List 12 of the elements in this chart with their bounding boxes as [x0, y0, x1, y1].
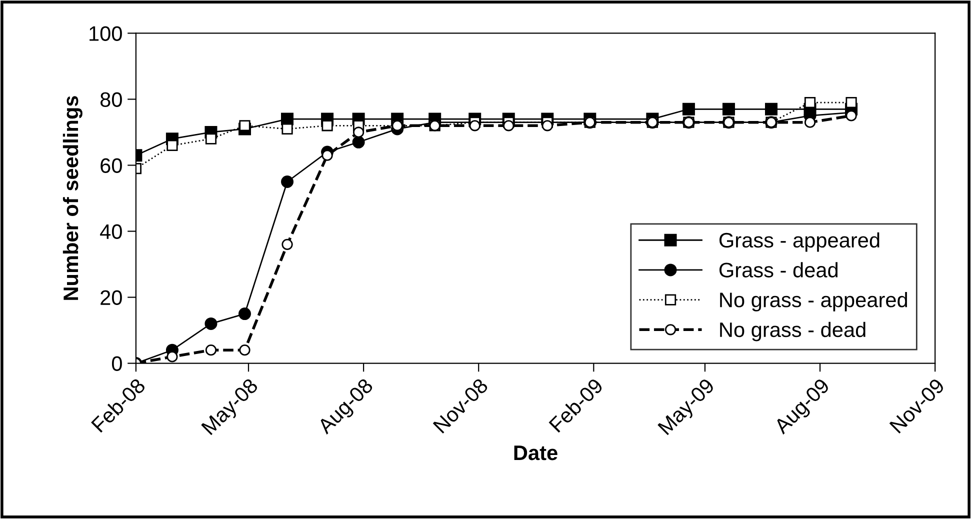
- y-tick-label: 20: [100, 290, 122, 306]
- y-tick-label: 0: [112, 356, 122, 372]
- legend-label: Grass - dead: [719, 262, 838, 278]
- y-tick-label: 100: [90, 26, 122, 41]
- y-axis-title: Number of seedlings: [62, 96, 82, 300]
- legend-label: No grass - dead: [720, 322, 866, 342]
- x-axis-title: Date: [514, 446, 558, 460]
- legend-label: Grass - appeared: [719, 232, 880, 252]
- y-tick-label: 80: [100, 92, 122, 107]
- y-tick-label: 60: [100, 158, 122, 174]
- y-tick-label: 40: [100, 224, 122, 240]
- legend-label: No grass - appeared: [720, 292, 908, 312]
